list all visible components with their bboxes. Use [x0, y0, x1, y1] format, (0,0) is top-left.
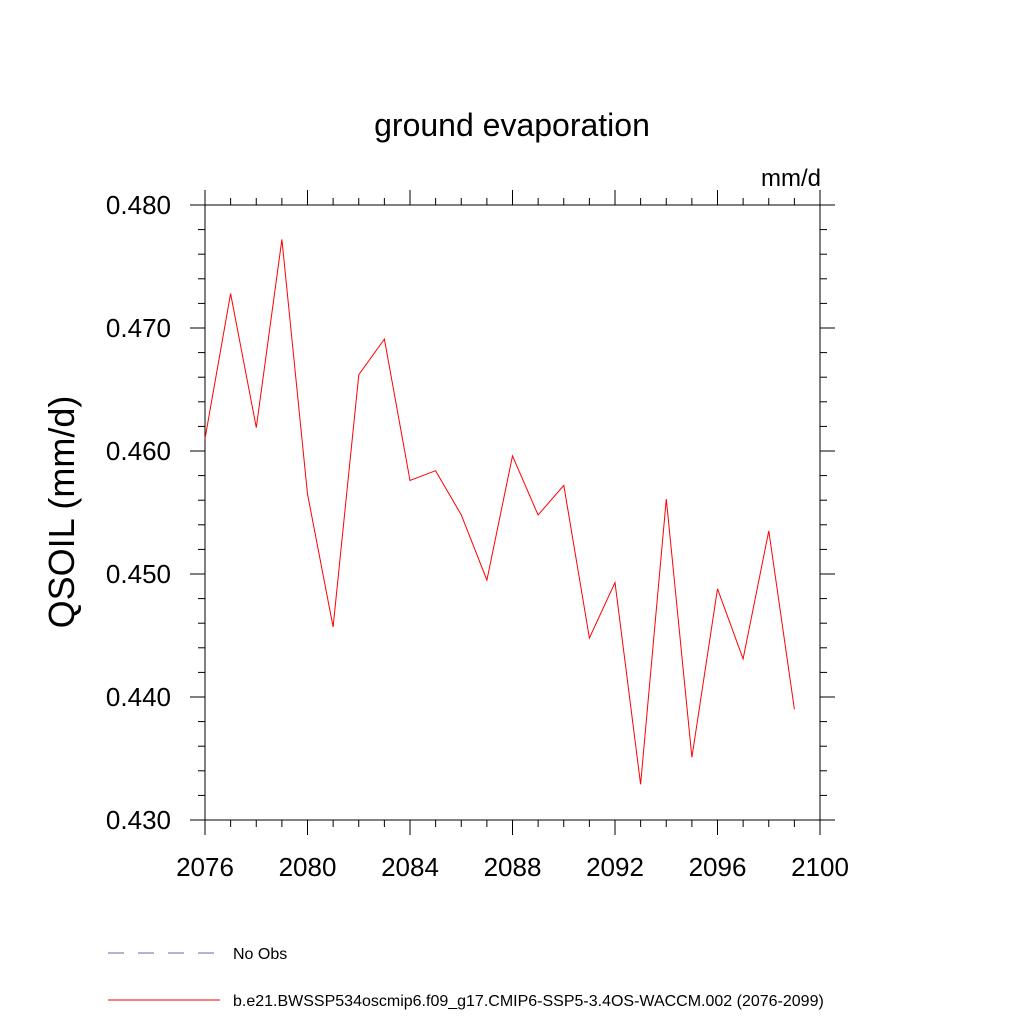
y-tick-label: 0.480	[106, 190, 171, 220]
y-axis-label: QSOIL (mm/d)	[41, 396, 82, 629]
legend-label: b.e21.BWSSP534oscmip6.f09_g17.CMIP6-SSP5…	[233, 993, 824, 1010]
y-tick-label: 0.460	[106, 436, 171, 466]
x-tick-label: 2076	[176, 852, 234, 882]
y-axis-ticks: 0.430 0.440 0.450 0.460 0.470 0.480	[106, 190, 835, 835]
legend-label: No Obs	[233, 946, 287, 963]
series-layer	[204, 239, 795, 785]
plot-frame	[204, 204, 821, 821]
x-tick-label: 2092	[586, 852, 644, 882]
y-tick-label: 0.440	[106, 682, 171, 712]
units-label: mm/d	[761, 165, 821, 192]
x-tick-label: 2100	[791, 852, 849, 882]
legend: No Obs b.e21.BWSSP534oscmip6.f09_g17.CMIP…	[108, 946, 824, 1010]
chart-title: ground evaporation	[374, 107, 650, 143]
y-tick-label: 0.470	[106, 313, 171, 343]
x-tick-label: 2080	[279, 852, 337, 882]
x-tick-label: 2096	[689, 852, 747, 882]
y-tick-label: 0.430	[106, 805, 171, 835]
x-tick-label: 2084	[381, 852, 439, 882]
x-tick-label: 2088	[484, 852, 542, 882]
series-line	[204, 239, 795, 785]
y-tick-label: 0.450	[106, 559, 171, 589]
x-axis-ticks: 2076 2080 2084 2088 2092 2096 2100	[176, 190, 849, 882]
